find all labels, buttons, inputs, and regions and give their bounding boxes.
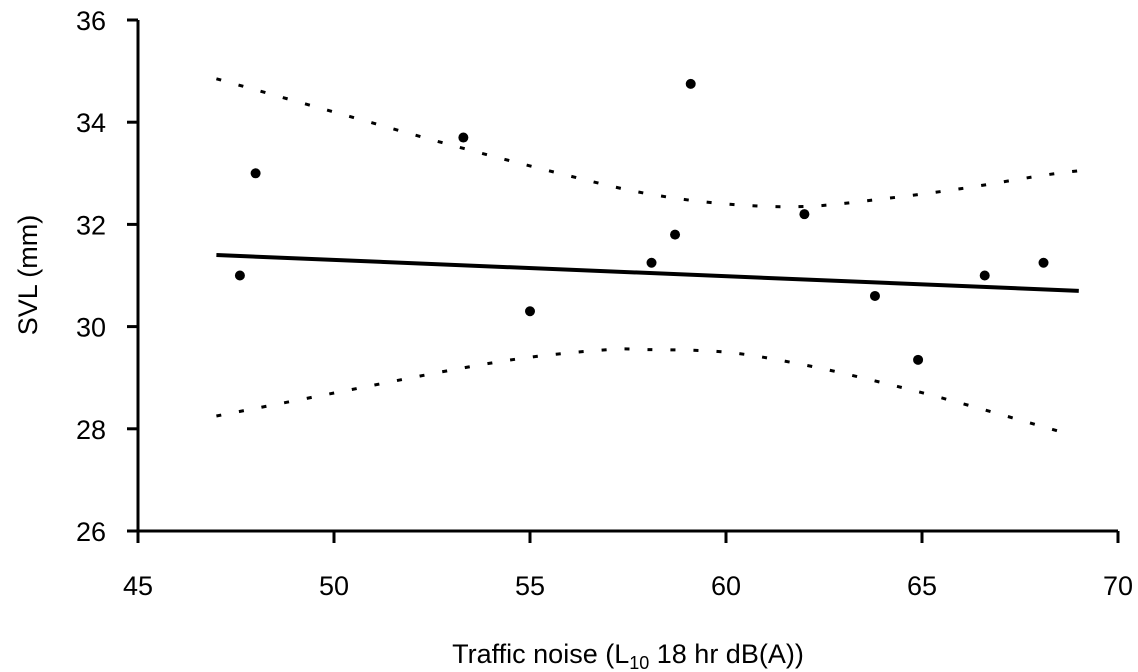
x-axis-title-prefix: Traffic noise (L	[452, 639, 629, 669]
data-point	[234, 270, 245, 281]
data-point	[250, 168, 261, 179]
y-tick-label: 36	[76, 6, 106, 36]
x-tick-label: 55	[515, 571, 545, 601]
data-points	[234, 78, 1049, 365]
y-tick-label: 30	[76, 313, 106, 343]
x-axis-title: Traffic noise (L10 18 hr dB(A))	[452, 639, 804, 672]
data-point	[670, 229, 681, 240]
data-point	[979, 270, 990, 281]
x-ticks: 45 50 55 60 65 70	[123, 531, 1133, 601]
data-point	[525, 306, 535, 317]
data-point	[913, 354, 924, 365]
trend-line-group	[216, 253, 1079, 293]
data-point	[869, 290, 880, 301]
y-tick-label: 34	[76, 108, 106, 138]
confidence-upper-line	[215, 77, 1079, 209]
x-tick-label: 70	[1103, 571, 1133, 601]
data-point	[646, 257, 657, 268]
plot-area: 26 28 30 32 34 36 45 50 55 60 65 70	[76, 6, 1133, 601]
y-tick-label: 26	[76, 517, 106, 547]
x-tick-label: 50	[319, 571, 349, 601]
x-tick-label: 45	[123, 571, 153, 601]
data-point	[685, 78, 696, 89]
confidence-bands	[215, 77, 1079, 433]
y-tick-label: 32	[76, 210, 106, 240]
data-point	[799, 209, 810, 220]
x-axis-title-subscript: 10	[629, 653, 649, 672]
regression-line	[216, 253, 1079, 293]
x-tick-label: 60	[711, 571, 741, 601]
y-axis-title: SVL (mm)	[13, 215, 43, 336]
y-ticks: 26 28 30 32 34 36	[76, 6, 138, 547]
confidence-lower-line	[216, 347, 1060, 433]
data-point	[1038, 257, 1049, 268]
y-tick-label: 28	[76, 415, 106, 445]
x-axis-title-suffix: 18 hr dB(A))	[649, 639, 804, 669]
data-point	[458, 132, 469, 143]
x-tick-label: 65	[907, 571, 937, 601]
